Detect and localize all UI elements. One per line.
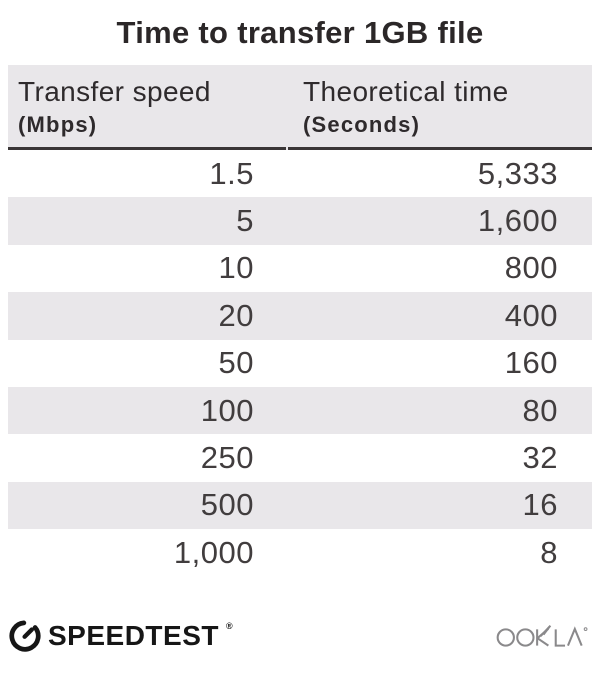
time-cell: 5,333 xyxy=(477,155,558,191)
speed-cell: 500 xyxy=(200,487,254,523)
speed-cell: 1.5 xyxy=(209,155,254,191)
column-unit: (Mbps) xyxy=(18,112,98,137)
time-cell: 1,600 xyxy=(477,203,558,239)
time-cell: 16 xyxy=(522,487,558,523)
speed-cell: 20 xyxy=(218,297,254,333)
page-title: Time to transfer 1GB file xyxy=(116,15,484,50)
transfer-time-table: Transfer speed (Mbps) Theoretical time (… xyxy=(8,65,592,577)
speedtest-logo: SPEEDTEST ® xyxy=(8,619,233,653)
time-cell: 32 xyxy=(522,440,558,476)
speed-cell: 1,000 xyxy=(173,534,254,570)
branding-footer: SPEEDTEST ® xyxy=(8,619,590,653)
column-header-theoretical-time: Theoretical time (Seconds) xyxy=(288,65,592,150)
ookla-logo xyxy=(496,623,590,649)
column-label: Theoretical time xyxy=(303,76,509,107)
ookla-wordmark-icon xyxy=(496,624,588,647)
speed-cell: 5 xyxy=(236,203,254,239)
time-cell: 400 xyxy=(504,297,558,333)
table-row: 5 1,600 xyxy=(8,197,592,245)
time-cell: 80 xyxy=(522,392,558,428)
time-cell: 800 xyxy=(504,250,558,286)
time-cell: 160 xyxy=(504,345,558,381)
speed-cell: 100 xyxy=(200,392,254,428)
table-row: 250 32 xyxy=(8,434,592,481)
speed-cell: 50 xyxy=(218,345,254,381)
table-row: 100 80 xyxy=(8,386,592,435)
table-row: 20 400 xyxy=(8,292,592,340)
speed-cell: 10 xyxy=(218,250,254,286)
column-header-transfer-speed: Transfer speed (Mbps) xyxy=(8,65,286,150)
table-row: 1,000 8 xyxy=(8,529,592,576)
table-row: 10 800 xyxy=(8,245,592,292)
table-row: 1.5 5,333 xyxy=(8,150,592,197)
column-label: Transfer speed xyxy=(18,76,211,107)
gauge-icon xyxy=(9,620,41,652)
speedtest-wordmark: SPEEDTEST xyxy=(48,619,219,651)
table-header-row: Transfer speed (Mbps) Theoretical time (… xyxy=(8,65,592,150)
speed-cell: 250 xyxy=(200,440,254,476)
column-unit: (Seconds) xyxy=(303,112,421,137)
time-cell: 8 xyxy=(540,534,558,570)
table-row: 500 16 xyxy=(8,481,592,530)
registered-trademark-mark: ® xyxy=(225,620,233,631)
table-row: 50 160 xyxy=(8,340,592,387)
